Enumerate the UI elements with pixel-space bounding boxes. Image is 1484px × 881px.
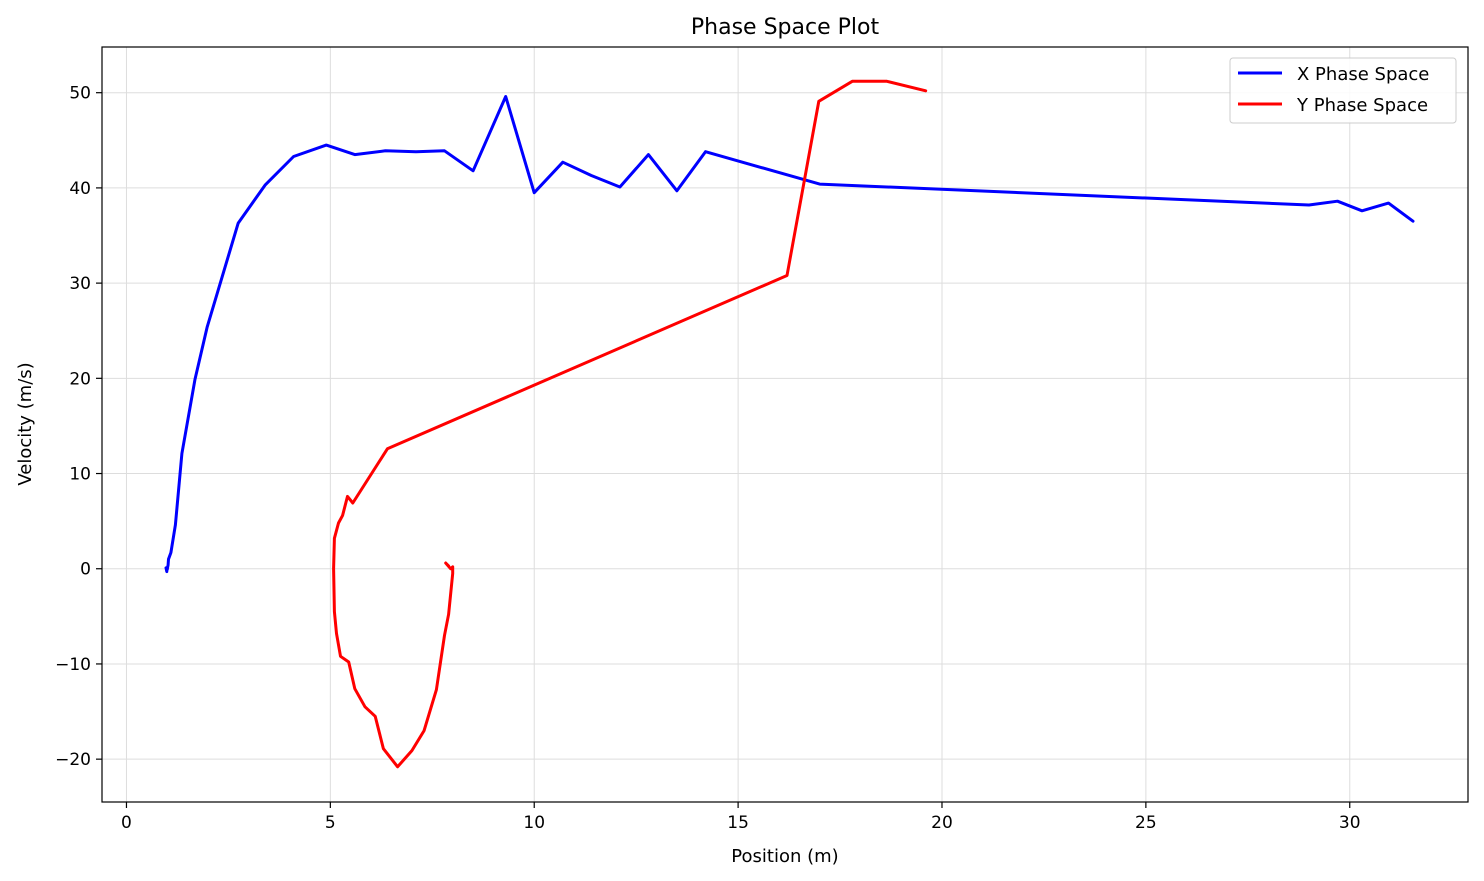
x-tick-label: 5 [325, 813, 336, 833]
chart-title: Phase Space Plot [691, 15, 880, 40]
series-line-0 [164, 95, 1415, 574]
y-axis-label: Velocity (m/s) [15, 362, 36, 485]
y-axis-ticks: −20 −10 0 10 20 30 40 50 [55, 84, 102, 770]
x-tick-label: 30 [1339, 813, 1361, 833]
grid [102, 47, 1468, 802]
x-tick-label: 20 [931, 813, 953, 833]
axes-frame [101, 46, 1469, 803]
legend-label-y: Y Phase Space [1296, 95, 1428, 116]
x-axis-label: Position (m) [731, 846, 838, 867]
y-tick-label: 30 [69, 274, 91, 294]
x-axis-ticks: 0 5 10 15 20 25 30 [121, 802, 1361, 833]
x-tick-label: 15 [727, 813, 749, 833]
y-tick-label: 20 [69, 369, 91, 389]
legend-box [1229, 57, 1457, 124]
y-tick-label: −20 [55, 750, 91, 770]
y-tick-label: 40 [69, 179, 91, 199]
series-lines [164, 79, 1415, 769]
y-tick-label: 50 [69, 84, 91, 104]
y-tick-label: 10 [69, 465, 91, 485]
legend: X Phase Space Y Phase Space [1229, 57, 1457, 124]
y-tick-label: −10 [55, 655, 91, 675]
legend-label-x: X Phase Space [1297, 64, 1429, 85]
y-tick-label: 0 [80, 560, 91, 580]
x-tick-label: 0 [121, 813, 132, 833]
series-line-1 [332, 79, 928, 769]
x-tick-label: 25 [1135, 813, 1157, 833]
x-tick-label: 10 [523, 813, 545, 833]
